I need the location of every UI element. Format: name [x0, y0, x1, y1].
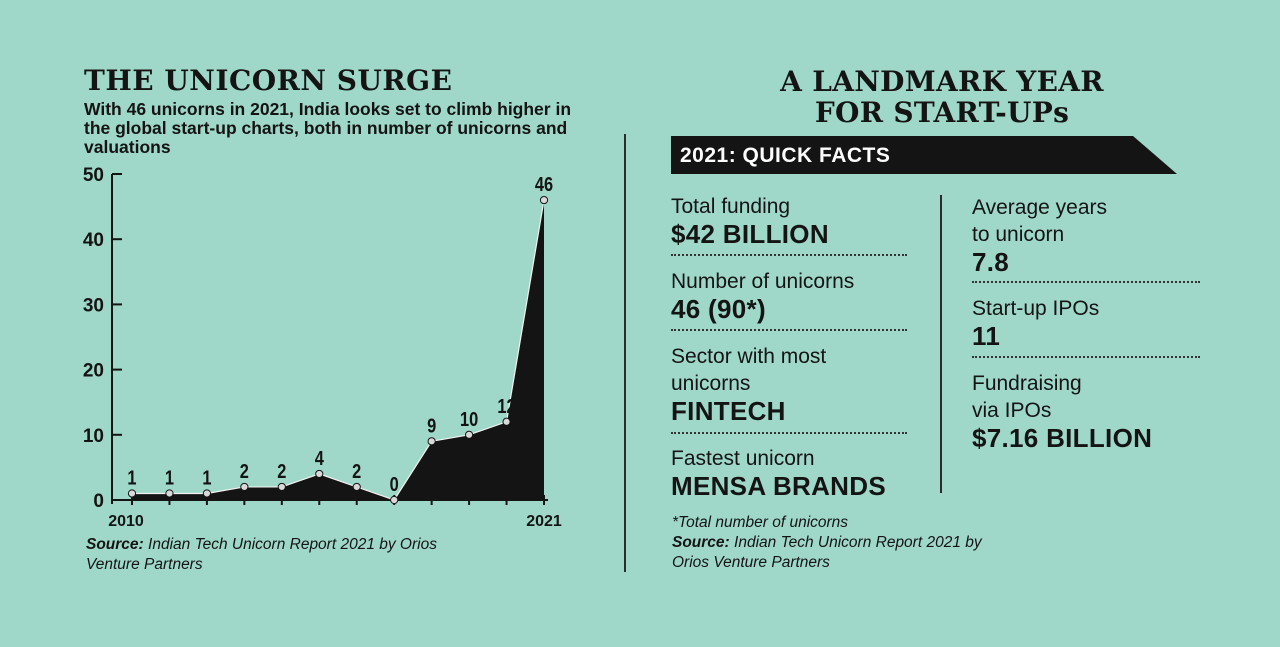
facts-source: *Total number of unicorns Source: Indian…: [672, 513, 1072, 573]
fact-separator: [671, 432, 907, 434]
footnote: *Total number of unicorns: [672, 514, 849, 531]
x-tick-label: 2010: [108, 513, 144, 530]
fact-sector-most-unicorns: Sector with most unicorns FINTECH: [671, 343, 826, 425]
source-text: Indian Tech Unicorn Report 2021 by Orios…: [86, 536, 437, 573]
facts-title: A LANDMARK YEAR FOR START-UPs: [700, 66, 1184, 128]
y-tick-label: 10: [83, 426, 104, 447]
fact-label: unicorns: [671, 372, 751, 395]
fact-value: $7.16 BILLION: [972, 423, 1153, 453]
fact-separator: [972, 281, 1200, 283]
data-label: 9: [427, 414, 436, 437]
area-outline: [132, 199, 545, 501]
data-label: 10: [460, 407, 478, 430]
data-point: [390, 495, 399, 505]
data-point: [202, 489, 212, 498]
source-text: Indian Tech Unicorn Report 2021 by: [734, 534, 982, 551]
data-point: [427, 437, 436, 446]
fact-value: 7.8: [972, 247, 1010, 277]
data-label: 4: [315, 446, 325, 469]
facts-banner-shape: [671, 136, 1177, 174]
column-divider: [940, 195, 942, 493]
chart-subtitle: With 46 unicorns in 2021, India looks se…: [84, 99, 572, 157]
chart-source: Source: Indian Tech Unicorn Report 2021 …: [86, 535, 446, 575]
panel-divider: [624, 134, 626, 572]
data-point: [352, 482, 361, 492]
x-axis: 2010 2021: [108, 495, 562, 530]
data-point: [539, 195, 549, 205]
fact-label: Number of unicorns: [671, 270, 855, 293]
fact-label: Average years: [972, 196, 1108, 219]
fact-label: Fastest unicorn: [671, 447, 815, 470]
data-label: 2: [240, 459, 249, 482]
fact-label: Sector with most: [671, 345, 827, 368]
data-label: 1: [165, 466, 174, 489]
data-point: [165, 489, 174, 498]
fact-value: FINTECH: [671, 396, 786, 426]
fact-separator: [671, 254, 907, 256]
chart-title: THE UNICORN SURGE: [84, 64, 453, 97]
fact-label: to unicorn: [972, 223, 1065, 246]
fact-value: MENSA BRANDS: [671, 471, 886, 501]
fact-total-funding: Total funding $42 BILLION: [671, 193, 829, 248]
data-point: [127, 489, 137, 498]
data-point: [464, 430, 474, 439]
fact-label: via IPOs: [972, 399, 1052, 422]
facts-banner: [671, 136, 1177, 174]
fact-value: 11: [972, 321, 1001, 351]
y-tick-label: 50: [83, 165, 104, 186]
y-tick-label: 30: [83, 295, 104, 316]
data-label: 0: [390, 472, 399, 495]
data-label: 1: [127, 466, 136, 489]
fact-startup-ipos: Start-up IPOs 11: [972, 295, 1099, 350]
x-tick-label: 2021: [526, 513, 562, 530]
fact-label: Fundraising: [972, 372, 1082, 395]
source-label: Source:: [672, 534, 730, 551]
series-unicorns: [127, 195, 549, 505]
fact-separator: [671, 329, 907, 331]
fact-label: Total funding: [671, 195, 791, 218]
y-axis: 0 10 20 30 40 50: [83, 165, 122, 512]
fact-separator: [972, 356, 1200, 358]
source-label: Source:: [86, 536, 144, 553]
fact-fundraising-ipos: Fundraising via IPOs $7.16 BILLION: [972, 370, 1152, 452]
fact-number-of-unicorns: Number of unicorns 46 (90*): [671, 268, 854, 323]
y-tick-label: 0: [93, 491, 104, 512]
data-point: [502, 417, 511, 426]
facts-title-line1: A LANDMARK YEAR: [780, 65, 1104, 98]
fact-value: $42 BILLION: [671, 219, 829, 249]
facts-title-line2: FOR START-UPs: [814, 96, 1070, 129]
data-point: [315, 469, 324, 479]
facts-heading: 2021: QUICK FACTS: [680, 144, 891, 167]
fact-average-years: Average years to unicorn 7.8: [972, 194, 1107, 276]
data-label: 1: [202, 466, 211, 489]
data-point: [240, 482, 249, 492]
y-tick-label: 20: [83, 361, 104, 382]
fact-fastest-unicorn: Fastest unicorn MENSA BRANDS: [671, 445, 886, 500]
area-fill: [132, 200, 544, 500]
data-label: 2: [352, 459, 361, 482]
data-label: 46: [535, 172, 553, 195]
fact-label: Start-up IPOs: [972, 297, 1100, 320]
data-point: [277, 482, 286, 492]
fact-value: 46 (90*): [671, 294, 766, 324]
y-tick-label: 40: [83, 230, 104, 251]
data-label: 12: [497, 394, 515, 417]
source-text: Orios Venture Partners: [672, 554, 830, 571]
data-label: 2: [277, 459, 286, 482]
